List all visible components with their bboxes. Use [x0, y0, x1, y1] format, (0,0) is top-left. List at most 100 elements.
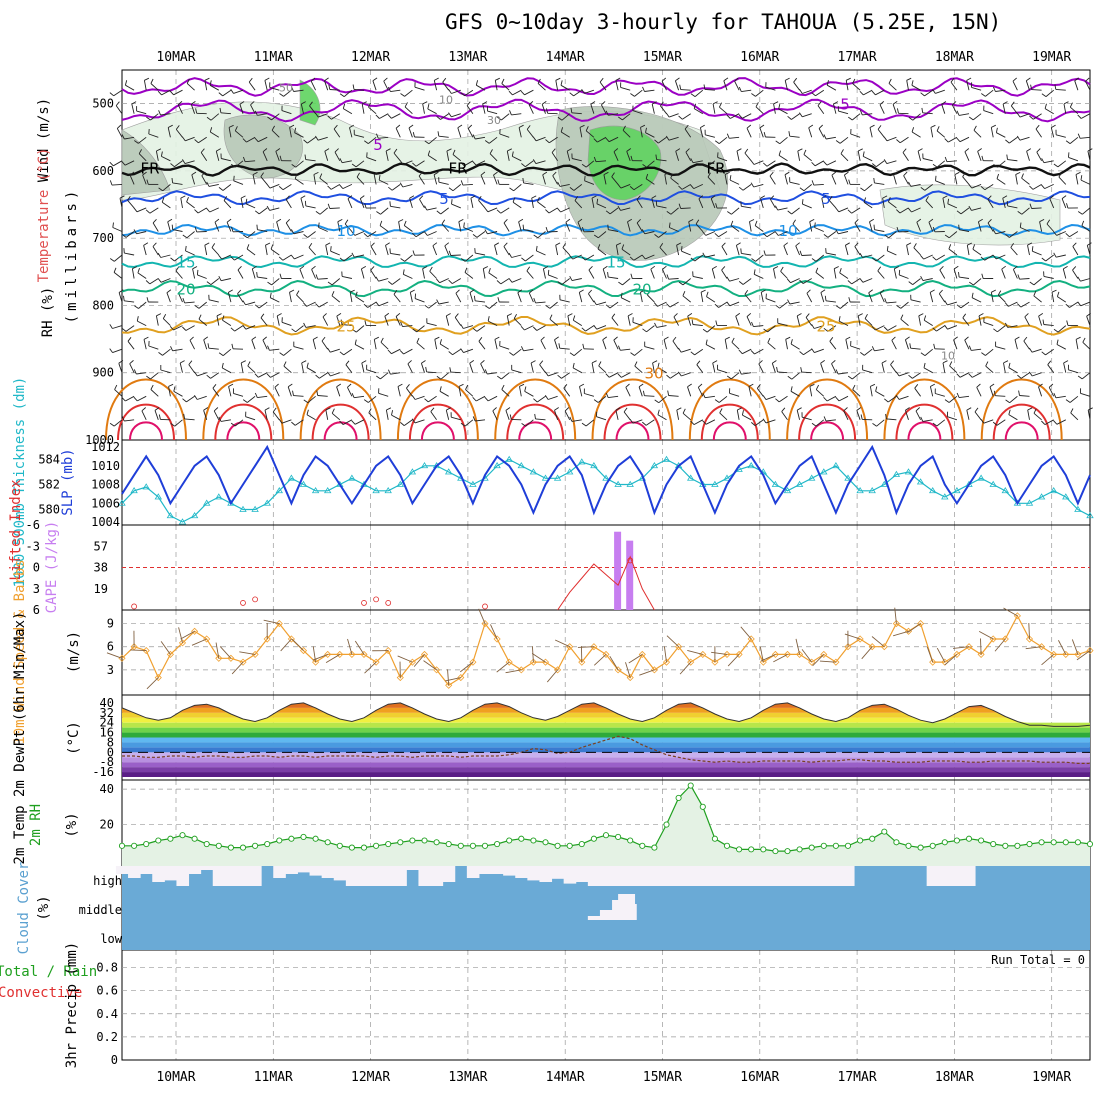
wind-barb: [852, 389, 861, 397]
wind-barb-flag: [330, 246, 332, 252]
wind-barb-flag: [627, 313, 633, 317]
wind-barb: [864, 348, 873, 356]
wind-barb-flag: [156, 313, 162, 317]
wind-barb-flag: [712, 360, 718, 364]
slp-label: SLP (mb): [60, 448, 76, 515]
wind-barb-flag: [781, 407, 786, 412]
wind-barb: [220, 419, 231, 422]
wind-barb: [220, 112, 231, 115]
wind-barb-flag: [557, 207, 561, 213]
wind-barb-flag: [682, 408, 686, 414]
wind-barb: [746, 128, 752, 138]
wind-barb: [852, 83, 861, 91]
wind-barb: [294, 254, 304, 260]
wind-barb-flag: [376, 211, 381, 215]
wind-barb-flag: [133, 396, 138, 402]
wind-barb: [319, 207, 328, 215]
wind-barb: [816, 389, 825, 397]
upper-temp-label: Temperature (°C): [36, 148, 52, 283]
wind-barb-flag: [436, 299, 440, 305]
wind-barb-flag: [333, 124, 338, 130]
wind-barb: [301, 362, 304, 373]
wind-barb-flag: [1049, 195, 1054, 200]
wind-barb: [384, 316, 389, 326]
wind-barb: [685, 151, 692, 162]
wind-barb: [245, 160, 256, 163]
cloud-clear-high: [636, 866, 649, 886]
wind-barb-flag: [133, 369, 137, 375]
wind-barb: [466, 105, 474, 114]
wind-barb: [838, 231, 849, 235]
wind-barb-flag: [387, 86, 391, 92]
wind-barb-flag: [416, 337, 420, 343]
wind-barb: [596, 416, 607, 421]
wind-barb: [427, 155, 437, 162]
wind-barb-flag: [871, 90, 876, 96]
wind-barb: [694, 254, 704, 262]
wind-barb-flag: [787, 375, 793, 380]
wind-barb-flag: [134, 140, 139, 144]
wind-barb-flag: [555, 77, 561, 81]
wind-barb: [1023, 340, 1030, 350]
wind-barb: [693, 183, 703, 190]
cloud-middle-label: middle: [79, 903, 122, 917]
wind10-barb: [280, 638, 292, 652]
wind-barb: [246, 136, 256, 143]
wind-barb: [724, 174, 728, 185]
cloud-clear-high: [333, 866, 347, 881]
wind-barb: [264, 410, 268, 420]
wind-barb: [197, 372, 207, 377]
wind-barb: [408, 127, 413, 138]
wind-barb: [406, 387, 413, 397]
wind-barb: [200, 152, 208, 162]
wind-barb: [833, 268, 837, 279]
wind-barb: [1007, 205, 1018, 209]
wind-barb-flag: [981, 93, 986, 97]
date-labels-bottom: 10MAR 11MAR 12MAR 13MAR 14MAR 15MAR 16MAR 17MAR…: [156, 1070, 1071, 1085]
wind-barb: [487, 395, 498, 402]
wind-barb: [422, 268, 425, 279]
cloud-clear-high: [430, 866, 444, 886]
wind-barb: [379, 225, 389, 232]
wind-barb: [697, 387, 704, 397]
wind-barb: [632, 419, 643, 424]
wind-barb-flag: [560, 80, 563, 86]
wind-barb: [669, 301, 679, 308]
wind-barb: [711, 268, 716, 279]
wind-barb-flag: [508, 90, 513, 96]
wind-barb-flag: [795, 242, 800, 247]
wind-barb-flag: [815, 384, 820, 390]
wind-barb: [487, 320, 498, 327]
wind-barb-flag: [806, 289, 811, 294]
wind-barb: [706, 160, 716, 168]
wind-barb-flag: [1021, 173, 1024, 179]
wind-barb-flag: [991, 289, 997, 293]
wind-barb: [632, 321, 643, 327]
wind-barb: [676, 245, 680, 256]
wind-barb-flag: [883, 136, 888, 142]
wind-barb: [815, 254, 825, 262]
wind-barb-flag: [905, 407, 910, 411]
wind-barb-flag: [505, 407, 511, 411]
wind-barb: [177, 292, 183, 303]
thickness-point: [287, 474, 296, 481]
wind-barb-flag: [911, 80, 914, 86]
t2m-line: [121, 702, 1091, 727]
wind-barb: [226, 222, 232, 232]
wind-barb-flag: [121, 161, 126, 166]
wind-barb: [149, 207, 159, 214]
wind-barb-flag: [489, 149, 493, 154]
wind-barb-flag: [188, 360, 193, 365]
wind-barb-flag: [966, 77, 972, 81]
wind-barb-flag: [404, 102, 408, 108]
wind-barb: [354, 231, 365, 236]
wind-barb: [1080, 301, 1091, 307]
wind-barb: [826, 395, 837, 402]
wind-barb-flag: [776, 366, 778, 372]
wind-barb: [1055, 395, 1066, 399]
wind-barb-flag: [815, 267, 819, 273]
rh2m-point: [639, 842, 646, 849]
wind-barb: [258, 301, 268, 309]
wind-barb-flag: [109, 422, 115, 427]
wind-barb: [1081, 225, 1091, 232]
